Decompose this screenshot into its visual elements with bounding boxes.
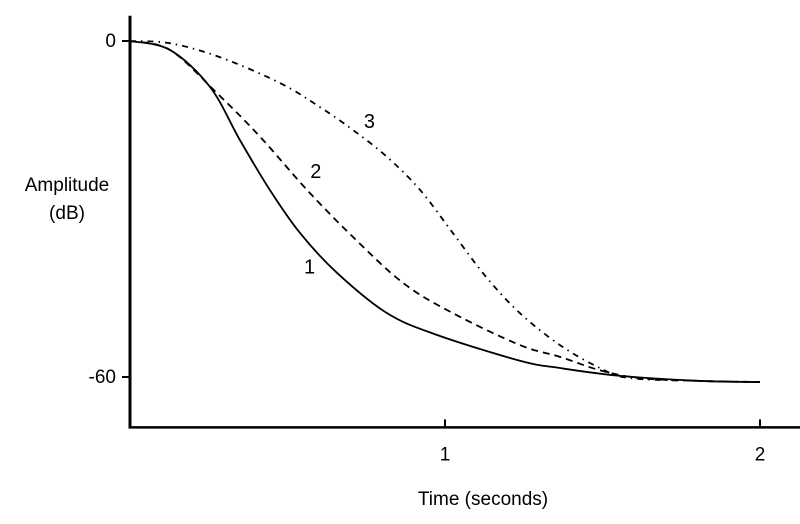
- y-axis-label-line2: (dB): [49, 203, 85, 224]
- x-tick-label: 1: [440, 444, 451, 465]
- axes: 0 -60 1 2: [89, 15, 800, 465]
- x-axis-label: Time (seconds): [418, 489, 548, 510]
- x-tick-label: 2: [755, 444, 766, 465]
- series-2-label: 2: [310, 161, 321, 183]
- series-3-label: 3: [364, 111, 375, 133]
- labels: Amplitude (dB) Time (seconds): [25, 175, 548, 510]
- y-axis-label-line1: Amplitude: [25, 175, 110, 196]
- series-1-label: 1: [304, 256, 315, 278]
- series-3-line: [129, 40, 761, 383]
- series-2-line: [129, 40, 761, 383]
- y-tick-label: -60: [89, 367, 116, 388]
- series-1-line: [129, 40, 761, 383]
- curves: 1 2 3: [129, 40, 761, 383]
- y-tick-label: 0: [105, 31, 116, 52]
